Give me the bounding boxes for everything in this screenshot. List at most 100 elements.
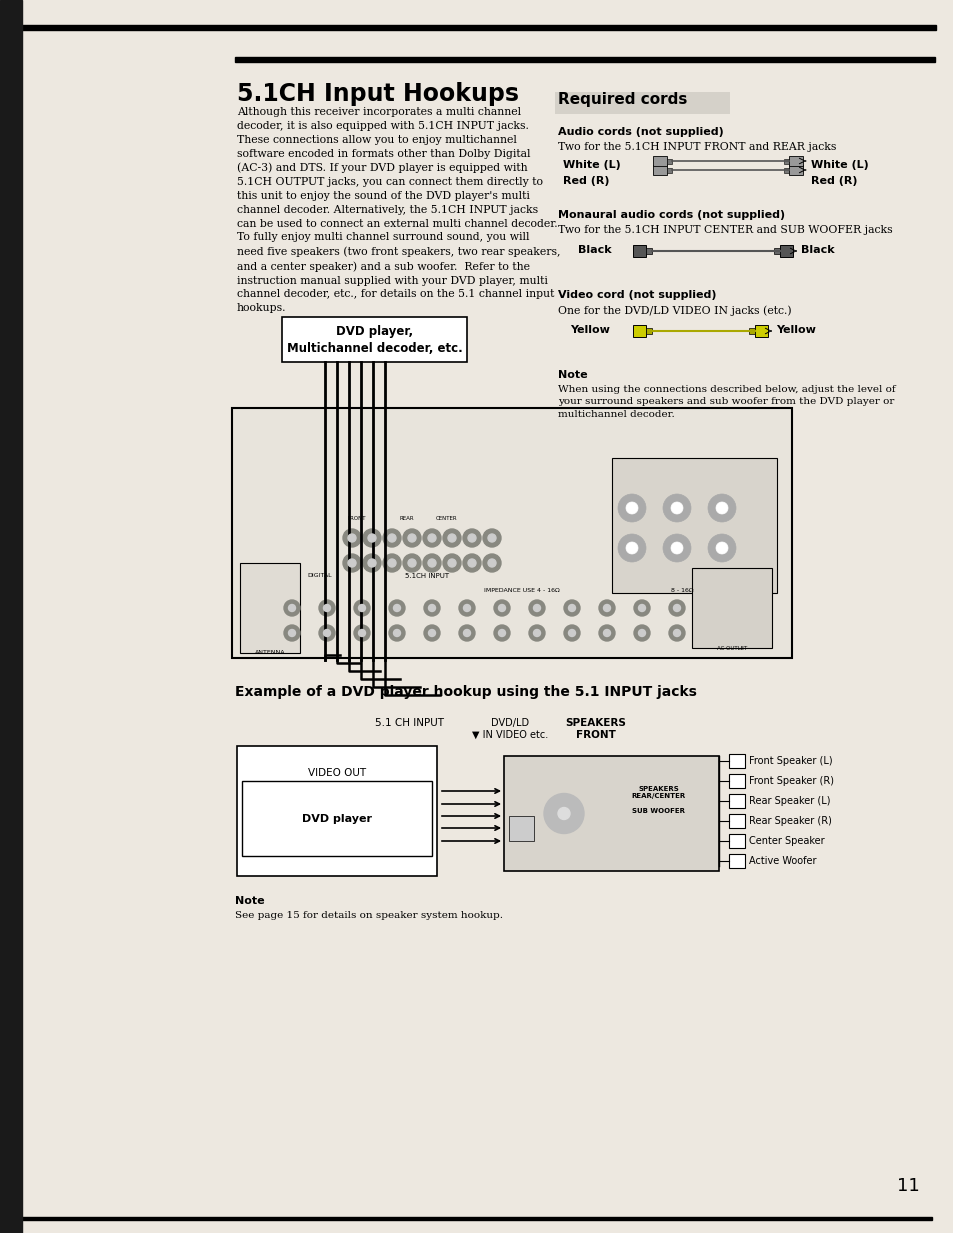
Text: Required cords: Required cords [558,92,687,107]
Circle shape [673,630,679,636]
Text: Front Speaker (L): Front Speaker (L) [748,756,832,766]
Circle shape [529,600,544,616]
Bar [728,814,744,829]
Text: Active Woofer: Active Woofer [748,856,816,866]
Circle shape [458,600,475,616]
Text: White (L): White (L) [810,160,868,170]
Circle shape [428,604,435,612]
Text: Audio cords (not supplied): Audio cords (not supplied) [558,127,723,137]
Circle shape [354,600,370,616]
Text: ANTENNA: ANTENNA [254,650,285,655]
Bar [783,159,788,164]
Circle shape [533,604,540,612]
Bar [728,794,744,808]
Text: 8 - 16Ω: 8 - 16Ω [670,588,693,593]
Circle shape [638,604,645,612]
Circle shape [662,494,690,522]
Text: White (L): White (L) [562,160,620,170]
Text: SPEAKERS
FRONT: SPEAKERS FRONT [565,718,626,740]
Circle shape [323,604,330,612]
Text: Video cord (not supplied): Video cord (not supplied) [558,290,716,300]
Circle shape [388,534,395,543]
Bar [788,157,802,166]
Circle shape [494,625,510,641]
Circle shape [408,534,416,543]
Bar [509,816,534,841]
Text: Two for the 5.1CH INPUT CENTER and SUB WOOFER jacks: Two for the 5.1CH INPUT CENTER and SUB W… [558,224,892,236]
Circle shape [563,625,579,641]
Circle shape [568,630,575,636]
Text: 11: 11 [897,1178,919,1195]
Circle shape [563,600,579,616]
Circle shape [482,554,500,572]
Circle shape [625,543,638,554]
Circle shape [393,630,400,636]
Circle shape [423,600,439,616]
Circle shape [423,625,439,641]
Text: Yellow: Yellow [569,326,609,335]
Circle shape [533,630,540,636]
Circle shape [558,808,569,820]
Circle shape [288,604,295,612]
Circle shape [468,559,476,567]
Text: REAR: REAR [399,515,414,522]
Text: DVD player,
Multichannel decoder, etc.: DVD player, Multichannel decoder, etc. [286,324,462,355]
Text: DVD/LD
▼ IN VIDEO etc.: DVD/LD ▼ IN VIDEO etc. [472,718,548,740]
Text: 5.1CH INPUT: 5.1CH INPUT [404,573,449,580]
Text: Rear Speaker (L): Rear Speaker (L) [748,795,830,805]
Circle shape [668,625,684,641]
Circle shape [428,630,435,636]
Bar [555,92,729,113]
Bar [612,457,776,593]
Circle shape [716,502,727,514]
Bar [728,834,744,848]
Circle shape [358,604,365,612]
Bar [754,326,767,337]
Circle shape [598,625,615,641]
Circle shape [673,604,679,612]
Bar [645,328,651,334]
Circle shape [668,600,684,616]
Text: Red (R): Red (R) [810,176,857,186]
Circle shape [348,559,355,567]
Bar [780,245,792,256]
Circle shape [389,625,405,641]
Circle shape [634,600,649,616]
Circle shape [318,600,335,616]
Circle shape [498,630,505,636]
Text: FRONT: FRONT [348,515,366,522]
Circle shape [448,534,456,543]
Bar [728,854,744,868]
Text: CENTER: CENTER [436,515,457,522]
Bar [666,159,671,164]
Circle shape [625,502,638,514]
Circle shape [363,529,380,547]
Circle shape [662,534,690,562]
Circle shape [343,554,360,572]
Circle shape [494,600,510,616]
Bar [633,326,645,337]
Text: Note: Note [234,896,264,906]
Circle shape [422,529,440,547]
Text: Example of a DVD player hookup using the 5.1 INPUT jacks: Example of a DVD player hookup using the… [234,686,696,699]
Text: AC OUTLET: AC OUTLET [716,646,746,651]
Circle shape [716,543,727,554]
Circle shape [422,554,440,572]
Circle shape [358,630,365,636]
Circle shape [389,600,405,616]
Circle shape [670,543,682,554]
Circle shape [343,529,360,547]
Circle shape [638,630,645,636]
Circle shape [529,625,544,641]
Text: Although this receiver incorporates a multi channel
decoder, it is also equipped: Although this receiver incorporates a mu… [236,107,560,313]
Bar [22,1217,931,1219]
Circle shape [670,502,682,514]
Bar [691,568,771,649]
Bar [773,248,780,254]
Bar [645,248,651,254]
Circle shape [463,630,470,636]
Circle shape [368,559,375,567]
Circle shape [323,630,330,636]
Circle shape [284,600,299,616]
Bar [652,165,666,175]
